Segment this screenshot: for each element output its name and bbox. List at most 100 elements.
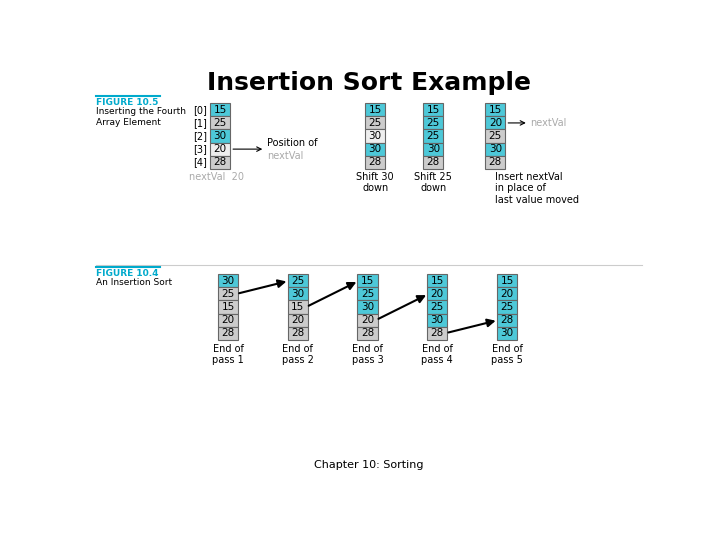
Text: Insertion Sort Example: Insertion Sort Example — [207, 71, 531, 95]
Bar — [427, 327, 447, 340]
Bar — [497, 300, 517, 314]
Text: 25: 25 — [489, 131, 502, 141]
Bar — [357, 327, 377, 340]
Text: 15: 15 — [361, 276, 374, 286]
Bar — [210, 143, 230, 156]
Text: nextVal: nextVal — [530, 118, 567, 128]
Bar — [365, 156, 385, 168]
Bar — [485, 117, 505, 130]
Bar — [423, 103, 444, 117]
Bar — [218, 300, 238, 314]
Text: 30: 30 — [431, 315, 444, 325]
Text: [0]: [0] — [193, 105, 207, 115]
Text: 20: 20 — [431, 289, 444, 299]
Bar — [427, 300, 447, 314]
Text: 30: 30 — [369, 131, 382, 141]
Text: [1]: [1] — [193, 118, 207, 128]
Text: [3]: [3] — [193, 144, 207, 154]
Text: FIGURE 10.4: FIGURE 10.4 — [96, 269, 158, 278]
Text: 20: 20 — [291, 315, 305, 325]
Text: 28: 28 — [369, 157, 382, 167]
Text: 28: 28 — [500, 315, 513, 325]
Bar — [427, 314, 447, 327]
Text: nextVal  20: nextVal 20 — [189, 172, 244, 182]
Text: [4]: [4] — [193, 157, 207, 167]
Bar — [287, 327, 307, 340]
Text: 28: 28 — [489, 157, 502, 167]
Bar — [485, 143, 505, 156]
Bar — [287, 274, 307, 287]
Bar — [218, 274, 238, 287]
Bar — [287, 300, 307, 314]
Bar — [218, 314, 238, 327]
Bar — [485, 156, 505, 168]
Text: 15: 15 — [214, 105, 227, 115]
Text: 25: 25 — [427, 118, 440, 128]
Text: 20: 20 — [500, 289, 513, 299]
Text: 25: 25 — [221, 289, 235, 299]
Text: 20: 20 — [361, 315, 374, 325]
Bar — [427, 287, 447, 300]
Bar — [423, 156, 444, 168]
Bar — [423, 130, 444, 143]
Text: End of
pass 2: End of pass 2 — [282, 343, 314, 365]
Text: 30: 30 — [361, 302, 374, 312]
Bar — [357, 287, 377, 300]
Text: FIGURE 10.5: FIGURE 10.5 — [96, 98, 158, 107]
Text: End of
pass 1: End of pass 1 — [212, 343, 244, 365]
Text: 30: 30 — [221, 276, 235, 286]
Text: 15: 15 — [369, 105, 382, 115]
Text: Chapter 10: Sorting: Chapter 10: Sorting — [314, 460, 424, 470]
Text: 28: 28 — [291, 328, 305, 338]
Bar — [485, 130, 505, 143]
Text: 30: 30 — [427, 144, 440, 154]
Bar — [210, 130, 230, 143]
Bar — [357, 314, 377, 327]
Bar — [423, 143, 444, 156]
Text: 25: 25 — [427, 131, 440, 141]
Text: 25: 25 — [369, 118, 382, 128]
Text: 15: 15 — [221, 302, 235, 312]
Text: 15: 15 — [500, 276, 513, 286]
Text: An Insertion Sort: An Insertion Sort — [96, 278, 172, 287]
Text: 25: 25 — [361, 289, 374, 299]
Text: End of
pass 3: End of pass 3 — [351, 343, 383, 365]
Bar — [427, 274, 447, 287]
Bar — [485, 103, 505, 117]
Bar — [210, 103, 230, 117]
Text: 20: 20 — [489, 118, 502, 128]
Text: 25: 25 — [500, 302, 513, 312]
Bar — [365, 103, 385, 117]
Bar — [365, 130, 385, 143]
Text: 20: 20 — [221, 315, 235, 325]
Text: 15: 15 — [291, 302, 305, 312]
Text: nextVal: nextVal — [266, 151, 303, 161]
Bar — [365, 143, 385, 156]
Bar — [357, 300, 377, 314]
Text: 25: 25 — [431, 302, 444, 312]
Text: 28: 28 — [427, 157, 440, 167]
Text: 30: 30 — [500, 328, 513, 338]
Text: Position of: Position of — [266, 138, 318, 147]
Text: 15: 15 — [431, 276, 444, 286]
Text: 20: 20 — [214, 144, 227, 154]
Bar — [287, 314, 307, 327]
Text: 28: 28 — [221, 328, 235, 338]
Text: 25: 25 — [291, 276, 305, 286]
Text: Insert nextVal
in place of
last value moved: Insert nextVal in place of last value mo… — [495, 172, 580, 205]
Text: [2]: [2] — [193, 131, 207, 141]
Bar — [497, 274, 517, 287]
Text: 30: 30 — [214, 131, 227, 141]
Bar — [365, 117, 385, 130]
Bar — [218, 287, 238, 300]
Bar — [210, 156, 230, 168]
Text: 28: 28 — [431, 328, 444, 338]
Bar — [218, 327, 238, 340]
Bar — [357, 274, 377, 287]
Text: Inserting the Fourth
Array Element: Inserting the Fourth Array Element — [96, 107, 186, 126]
Bar — [497, 287, 517, 300]
Text: Shift 25
down: Shift 25 down — [415, 172, 452, 193]
Text: 30: 30 — [489, 144, 502, 154]
Text: 28: 28 — [361, 328, 374, 338]
Bar — [497, 327, 517, 340]
